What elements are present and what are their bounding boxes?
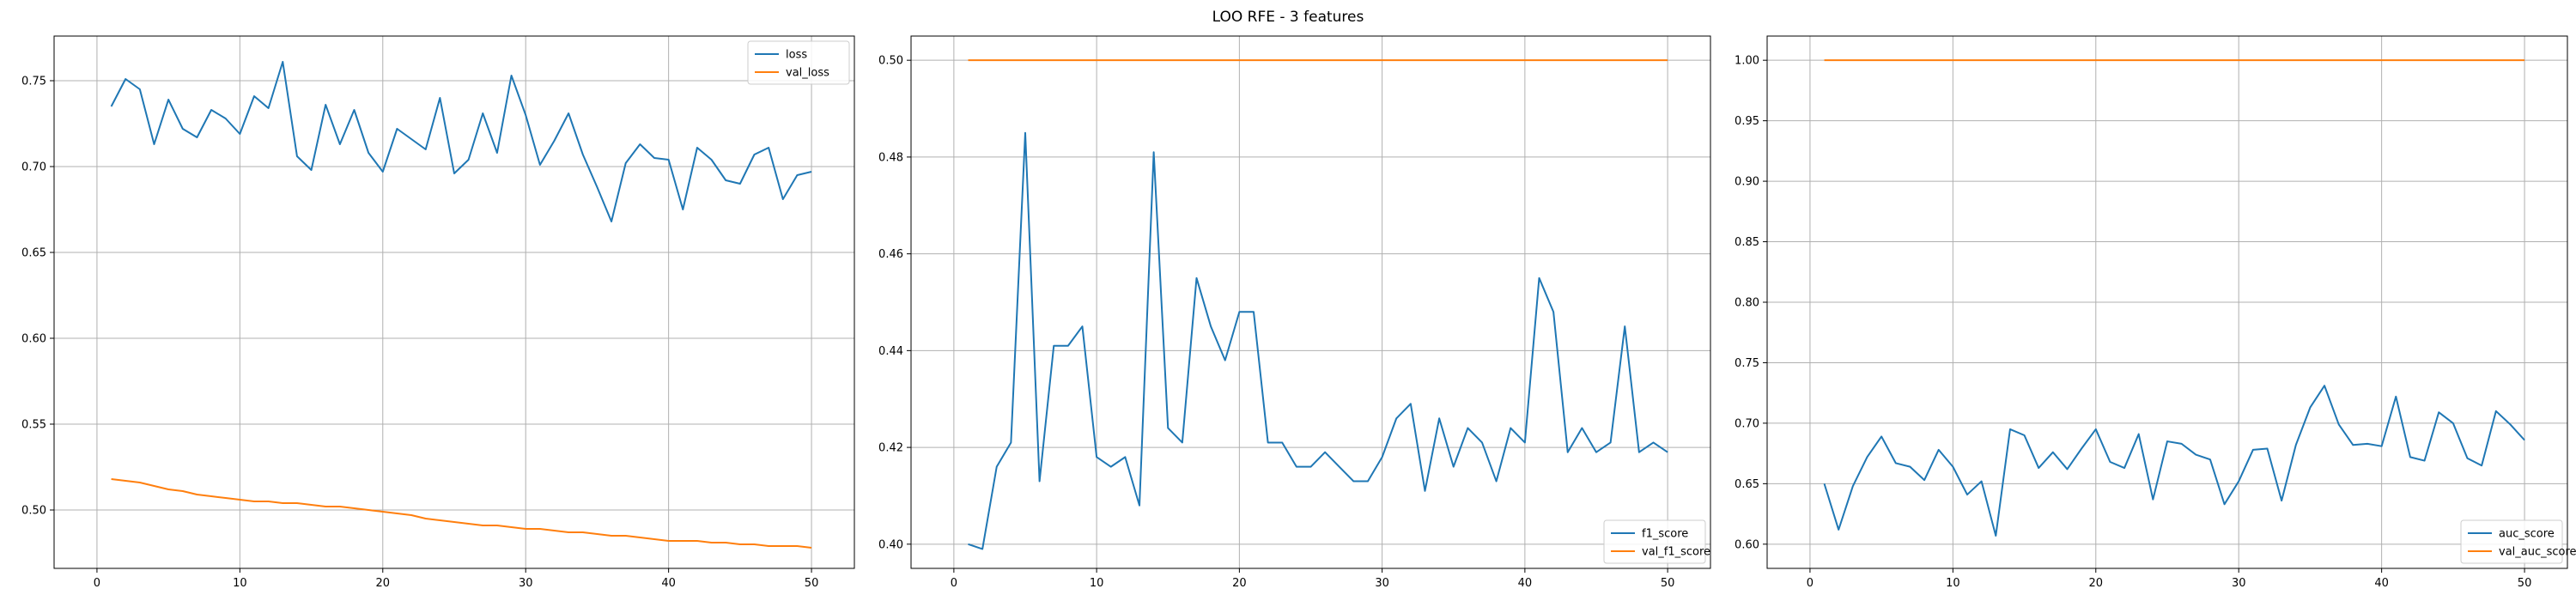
x-tick-label: 40	[2374, 577, 2389, 590]
y-tick-label: 0.90	[1735, 176, 1759, 189]
legend: loss val_loss	[747, 40, 850, 85]
y-tick-label: 0.60	[1735, 538, 1759, 551]
y-tick-label: 0.48	[878, 151, 903, 164]
legend-label-auc_score: auc_score	[2499, 528, 2555, 541]
legend-box	[1603, 519, 1706, 564]
y-tick-label: 0.75	[1735, 357, 1759, 370]
y-tick-label: 0.65	[1735, 478, 1759, 491]
x-tick-label: 30	[519, 577, 533, 590]
series-line-auc_score	[1823, 385, 2525, 537]
y-tick-label: 0.80	[1735, 297, 1759, 310]
x-tick-label: 20	[1232, 577, 1247, 590]
legend-label-val_auc_score: val_auc_score	[2499, 546, 2576, 559]
x-tick-label: 20	[2089, 577, 2104, 590]
y-tick-label: 0.50	[878, 55, 903, 68]
x-tick-label: 30	[1375, 577, 1389, 590]
y-tick-label: 0.95	[1735, 115, 1759, 128]
legend: f1_score val_f1_score	[1603, 519, 1710, 564]
x-tick-label: 0	[94, 577, 100, 590]
y-tick-label: 0.60	[21, 333, 46, 346]
x-tick-label: 20	[376, 577, 391, 590]
legend: auc_score val_auc_score	[2460, 519, 2576, 564]
x-tick-label: 40	[1518, 577, 1533, 590]
chart-panel-1: 0 10 20 30 40 50 0.50 0.55 0.60 0.65 0.70 0.75 loss v…	[21, 35, 855, 590]
legend-label-val_loss: val_loss	[786, 67, 829, 80]
y-tick-label: 0.75	[21, 76, 46, 88]
x-tick-label: 50	[1661, 577, 1675, 590]
chart-panel-3: 0 10 20 30 40 50 0.60 0.65 0.70 0.75 0.80 0.85 0.90 0…	[1735, 35, 2576, 590]
y-tick-label: 0.42	[878, 442, 903, 455]
y-tick-label: 0.46	[878, 248, 903, 261]
series-line-loss	[110, 61, 812, 222]
x-tick-label: 30	[2232, 577, 2246, 590]
x-tick-label: 50	[805, 577, 819, 590]
y-tick-label: 1.00	[1735, 55, 1759, 68]
axes-frame	[910, 35, 1711, 569]
legend-box	[747, 40, 850, 85]
axes-frame	[53, 35, 855, 569]
legend-label-val_f1_score: val_f1_score	[1642, 546, 1710, 559]
series-line-val_loss	[111, 478, 812, 549]
y-tick-label: 0.55	[21, 419, 46, 432]
y-tick-label: 0.85	[1735, 236, 1759, 249]
legend-box	[2460, 519, 2563, 564]
x-tick-label: 0	[951, 577, 957, 590]
x-tick-label: 10	[233, 577, 247, 590]
y-tick-label: 0.44	[878, 345, 903, 358]
y-tick-label: 0.50	[21, 505, 46, 518]
x-tick-label: 50	[2518, 577, 2532, 590]
series-line-f1_score	[968, 131, 1668, 550]
x-tick-label: 0	[1807, 577, 1814, 590]
axes-frame	[1766, 35, 2568, 569]
figure-title: LOO RFE - 3 features	[1212, 9, 1364, 26]
y-tick-label: 0.70	[1735, 417, 1759, 430]
y-tick-label: 0.65	[21, 247, 46, 260]
x-tick-label: 10	[1090, 577, 1104, 590]
x-tick-label: 40	[661, 577, 676, 590]
y-tick-label: 0.70	[21, 161, 46, 174]
legend-label-f1_score: f1_score	[1642, 528, 1688, 541]
legend-label-loss: loss	[786, 49, 807, 62]
y-tick-label: 0.40	[878, 538, 903, 551]
x-tick-label: 10	[1946, 577, 1960, 590]
chart-panel-2: 0 10 20 30 40 50 0.40 0.42 0.44 0.46 0.48 0.50 f1_sc…	[878, 35, 1711, 590]
